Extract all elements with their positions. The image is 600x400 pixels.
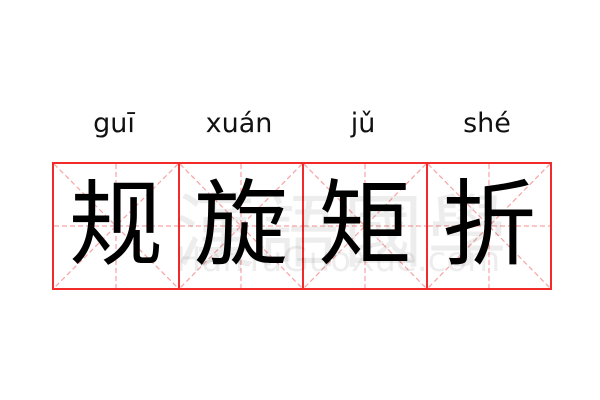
diagonal-guide	[54, 164, 178, 288]
pinyin-3: jǔ	[350, 108, 376, 139]
diagonal-guide	[428, 164, 550, 288]
grid-guides	[54, 164, 178, 288]
character-grid: 规 旋 矩 折	[52, 162, 552, 290]
diagonal-guide	[180, 164, 302, 288]
grid-guides	[180, 164, 302, 288]
diagonal-guide	[304, 164, 426, 288]
character-cell: 规	[54, 164, 178, 288]
grid-guides	[428, 164, 550, 288]
character-cell: 矩	[302, 164, 426, 288]
pinyin-4: shé	[463, 108, 511, 139]
character-cell: 旋	[178, 164, 302, 288]
character-cell: 折	[426, 164, 550, 288]
diagonal-guide	[54, 164, 178, 288]
diagonal-guide	[304, 164, 426, 288]
hanzi-4: 折	[441, 171, 536, 280]
hanzi-1: 规	[68, 171, 163, 280]
diagonal-guide	[180, 164, 302, 288]
pinyin-1: guī	[93, 108, 135, 139]
diagonal-guide	[428, 164, 550, 288]
pinyin-2: xuán	[205, 108, 273, 139]
grid-guides	[304, 164, 426, 288]
hanzi-2: 旋	[193, 171, 288, 280]
hanzi-3: 矩	[317, 171, 412, 280]
